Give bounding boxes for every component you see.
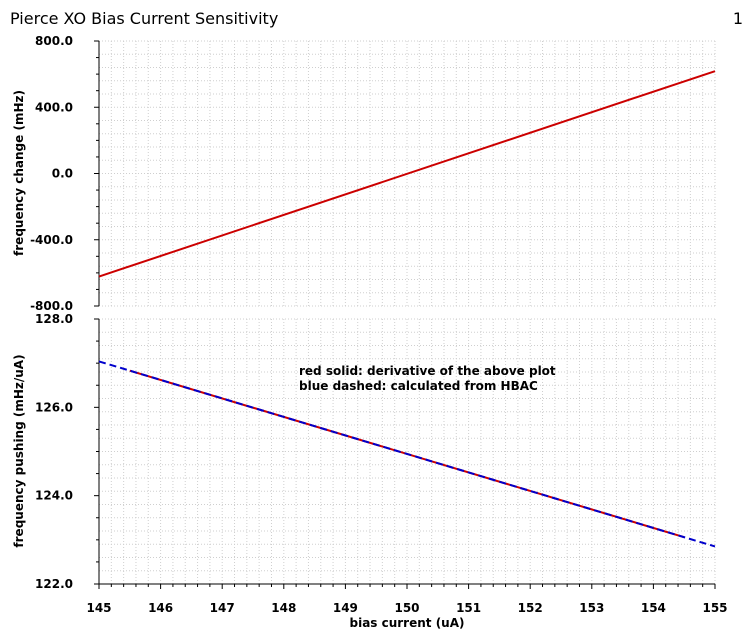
bottom-x-tick-label: 154 [641,601,666,615]
bottom-x-tick-label: 153 [579,601,604,615]
top-panel: -800.0 -400.0 0.0 400.0 800.0 frequency chang… [12,34,716,313]
top-y-tick-label: 0.0 [52,167,73,181]
bottom-x-tick-label: 151 [456,601,481,615]
bottom-x-tick-label: 152 [518,601,543,615]
top-y-tick-label: 400.0 [35,100,73,114]
bottom-x-tick-label: 149 [333,601,358,615]
page-number: 1 [732,9,743,28]
bottom-x-tick-label: 147 [210,601,235,615]
bottom-y-tick-label: 122.0 [35,577,73,591]
top-y-axis-label: frequency change (mHz) [12,90,26,256]
bottom-x-tick-label: 148 [271,601,296,615]
bottom-x-tick-label: 146 [148,601,173,615]
bottom-panel: 122.0 124.0 126.0 128.0 frequency pushing (m… [12,312,728,630]
bottom-y-tick-label: 128.0 [35,312,73,326]
top-y-tick-label: -800.0 [30,299,73,313]
top-y-tick-label: -400.0 [30,233,73,247]
bottom-x-tick-label: 155 [702,601,727,615]
bottom-y-tick-label: 124.0 [35,489,73,503]
bottom-y-axis-label: frequency pushing (mHz/uA) [12,354,26,547]
bottom-x-axis-label: bias current (uA) [349,616,464,630]
top-y-tick-label: 800.0 [35,34,73,48]
annotation-line-2: blue dashed: calculated from HBAC [299,379,538,393]
bottom-series-blue-dashed-line [98,360,716,548]
top-series-red-solid-line [98,70,716,278]
annotation-line-1: red solid: derivative of the above plot [299,364,556,378]
bottom-x-tick-label: 145 [86,601,111,615]
bottom-x-tick-label: 150 [394,601,419,615]
bottom-y-tick-label: 126.0 [35,400,73,414]
chart-title: Pierce XO Bias Current Sensitivity [10,9,279,28]
